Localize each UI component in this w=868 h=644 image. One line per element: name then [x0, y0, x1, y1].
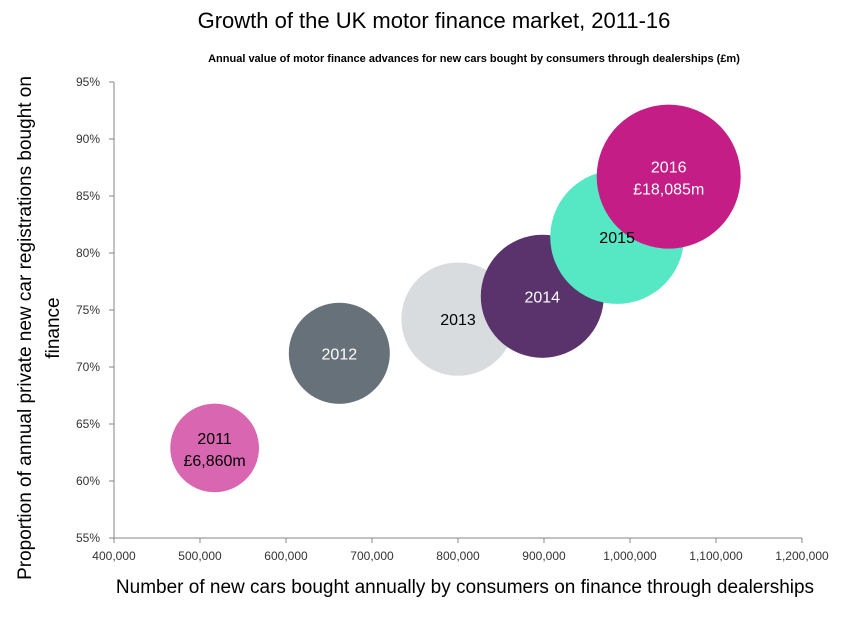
- bubble-year-label: 2015: [599, 230, 635, 247]
- x-tick-label: 900,000: [522, 549, 566, 563]
- y-tick-label: 85%: [76, 189, 100, 203]
- bubble-value-label: £6,860m: [183, 453, 245, 470]
- bubble-year-label: 2016: [651, 160, 687, 177]
- y-tick-label: 55%: [76, 531, 100, 545]
- axes: 55% 60% 65% 70% 75% 80% 85% 90% 95% 400,000 500,00…: [76, 75, 829, 563]
- chart-title: Growth of the UK motor finance market, 2…: [197, 8, 671, 33]
- bubble-2012: [288, 302, 390, 404]
- bubble-2011: [170, 403, 259, 493]
- x-tick-label: 800,000: [436, 549, 480, 563]
- x-tick-label: 1,200,000: [775, 549, 829, 563]
- chart-subtitle: Annual value of motor finance advances f…: [208, 53, 740, 65]
- x-tick-label: 700,000: [350, 549, 394, 563]
- bubbles: 2011 £6,860m 2012 2013 2014 2015 2016 £18,085m: [170, 104, 741, 493]
- bubble-value-label: £18,085m: [633, 182, 704, 199]
- y-tick-label: 75%: [76, 303, 100, 317]
- bubble-2016: [596, 104, 741, 249]
- y-tick-label: 95%: [76, 75, 100, 89]
- x-tick-label: 600,000: [264, 549, 308, 563]
- bubble-year-label: 2014: [524, 289, 560, 306]
- x-tick-label: 1,000,000: [603, 549, 657, 563]
- bubble-year-label: 2011: [197, 431, 232, 448]
- bubble-year-label: 2013: [440, 312, 476, 329]
- y-tick-label: 70%: [76, 360, 100, 374]
- x-tick-label: 500,000: [178, 549, 222, 563]
- y-tick-label: 60%: [76, 474, 100, 488]
- y-tick-label: 65%: [76, 417, 100, 431]
- x-axis-label: Number of new cars bought annually by co…: [115, 577, 815, 598]
- y-tick-label: 80%: [76, 246, 100, 260]
- x-tick-label: 400,000: [92, 549, 136, 563]
- bubble-year-label: 2012: [322, 346, 358, 363]
- y-tick-label: 90%: [76, 132, 100, 146]
- x-tick-label: 1,100,000: [689, 549, 743, 563]
